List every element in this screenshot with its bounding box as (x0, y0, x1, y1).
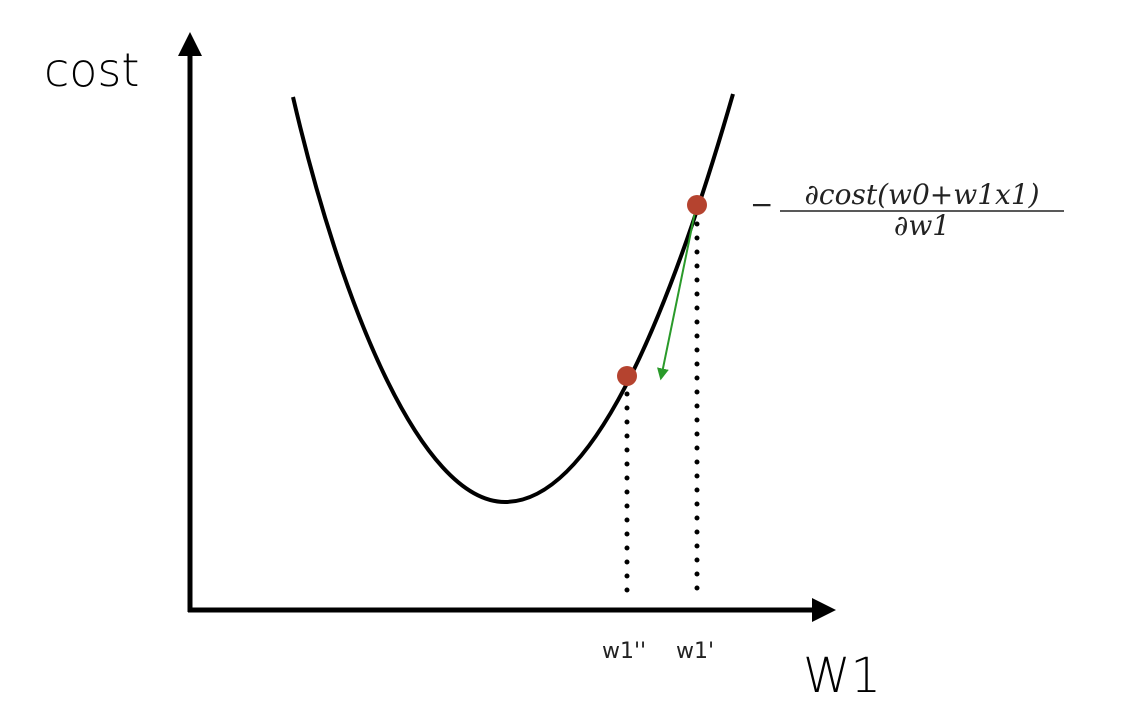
formula-numerator: ∂cost(w0+w1x1) (804, 178, 1039, 211)
formula-denominator: ∂w1 (894, 209, 950, 242)
point-old (687, 195, 707, 215)
y-axis-arrow (178, 32, 202, 56)
x-axis-label: W1 (803, 648, 881, 704)
point-new (617, 366, 637, 386)
tick-label: w1'' (602, 639, 646, 664)
tick-label: w1' (676, 639, 714, 664)
x-axis-arrow (812, 598, 836, 622)
formula-sign: − (750, 188, 773, 221)
cost-curve (291, 93, 735, 505)
y-axis-label: cost (44, 43, 139, 97)
gradient-step-arrow (657, 211, 696, 381)
